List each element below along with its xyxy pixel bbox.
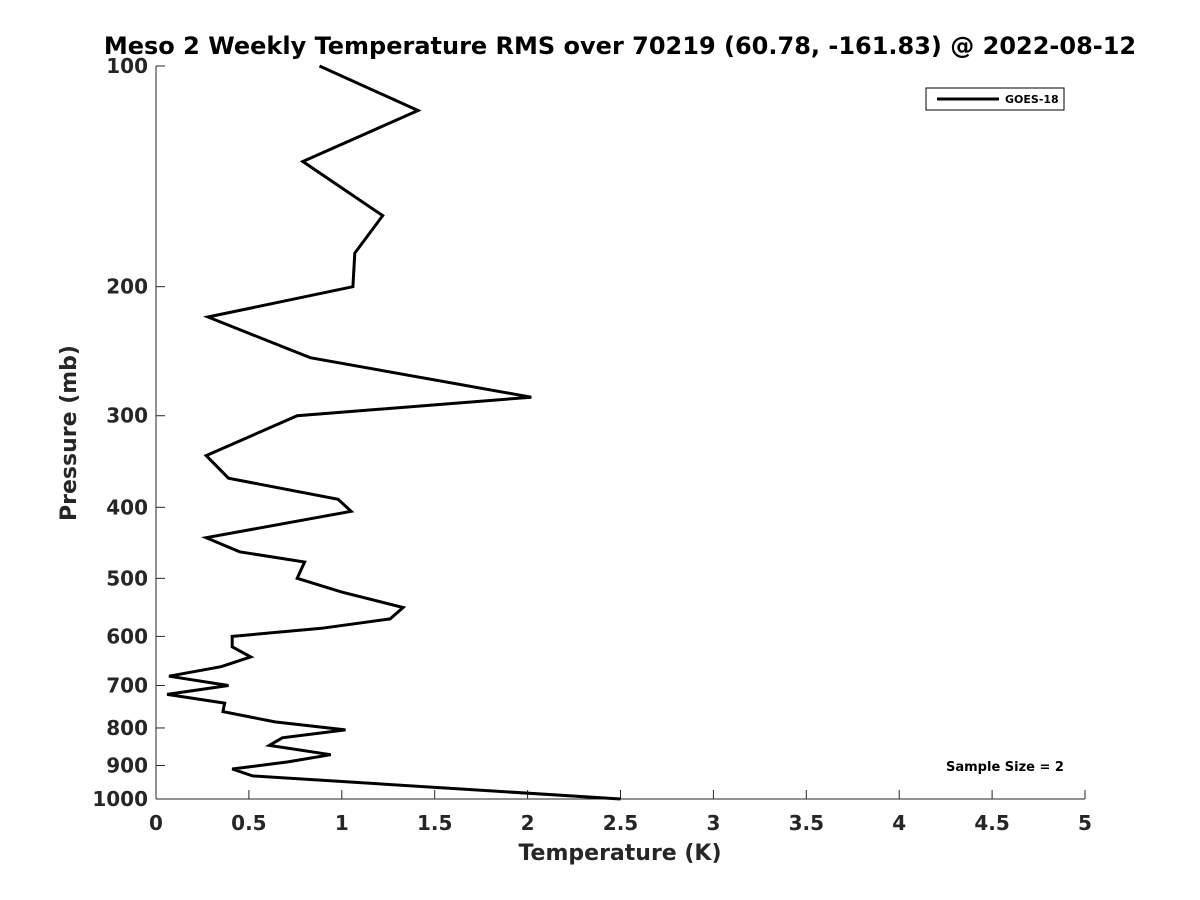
x-axis-label: Temperature (K): [518, 841, 721, 866]
series-line-goes-18: [166, 64, 621, 801]
y-tick-label: 900: [106, 753, 148, 777]
y-tick-label: 800: [106, 716, 148, 740]
x-axis: 0 0.5 1 1.5 2 2.5 3 3.5 4 4.5 5: [149, 790, 1092, 835]
x-tick-label: 4: [892, 811, 906, 835]
sample-size-annotation: Sample Size = 2: [946, 760, 1064, 775]
x-tick-label: 2: [521, 811, 535, 835]
x-tick-label: 3.5: [789, 811, 824, 835]
x-tick-label: 4.5: [974, 811, 1009, 835]
x-tick-label: 0.5: [231, 811, 266, 835]
y-tick-label: 700: [106, 673, 148, 697]
x-tick-label: 2.5: [603, 811, 638, 835]
x-tick-label: 0: [149, 811, 163, 835]
y-tick-label: 400: [106, 495, 148, 519]
y-axis: 100 200 300 400 500 600 700 800 900 1000: [92, 54, 165, 811]
x-tick-label: 3: [706, 811, 720, 835]
x-tick-label: 1: [335, 811, 349, 835]
x-tick-label: 1.5: [417, 811, 452, 835]
x-tick-label: 5: [1078, 811, 1092, 835]
y-tick-label: 200: [106, 275, 148, 299]
legend-label-goes-18: GOES-18: [1005, 93, 1059, 106]
y-tick-label: 600: [106, 624, 148, 648]
chart-title: Meso 2 Weekly Temperature RMS over 70219…: [104, 32, 1136, 60]
y-tick-label: 300: [106, 404, 148, 428]
legend: GOES-18: [925, 87, 1065, 111]
y-tick-label: 500: [106, 566, 148, 590]
y-tick-label: 1000: [92, 787, 148, 811]
y-axis-label: Pressure (mb): [57, 345, 82, 521]
y-tick-label: 100: [106, 54, 148, 78]
series-layer: [166, 64, 621, 801]
